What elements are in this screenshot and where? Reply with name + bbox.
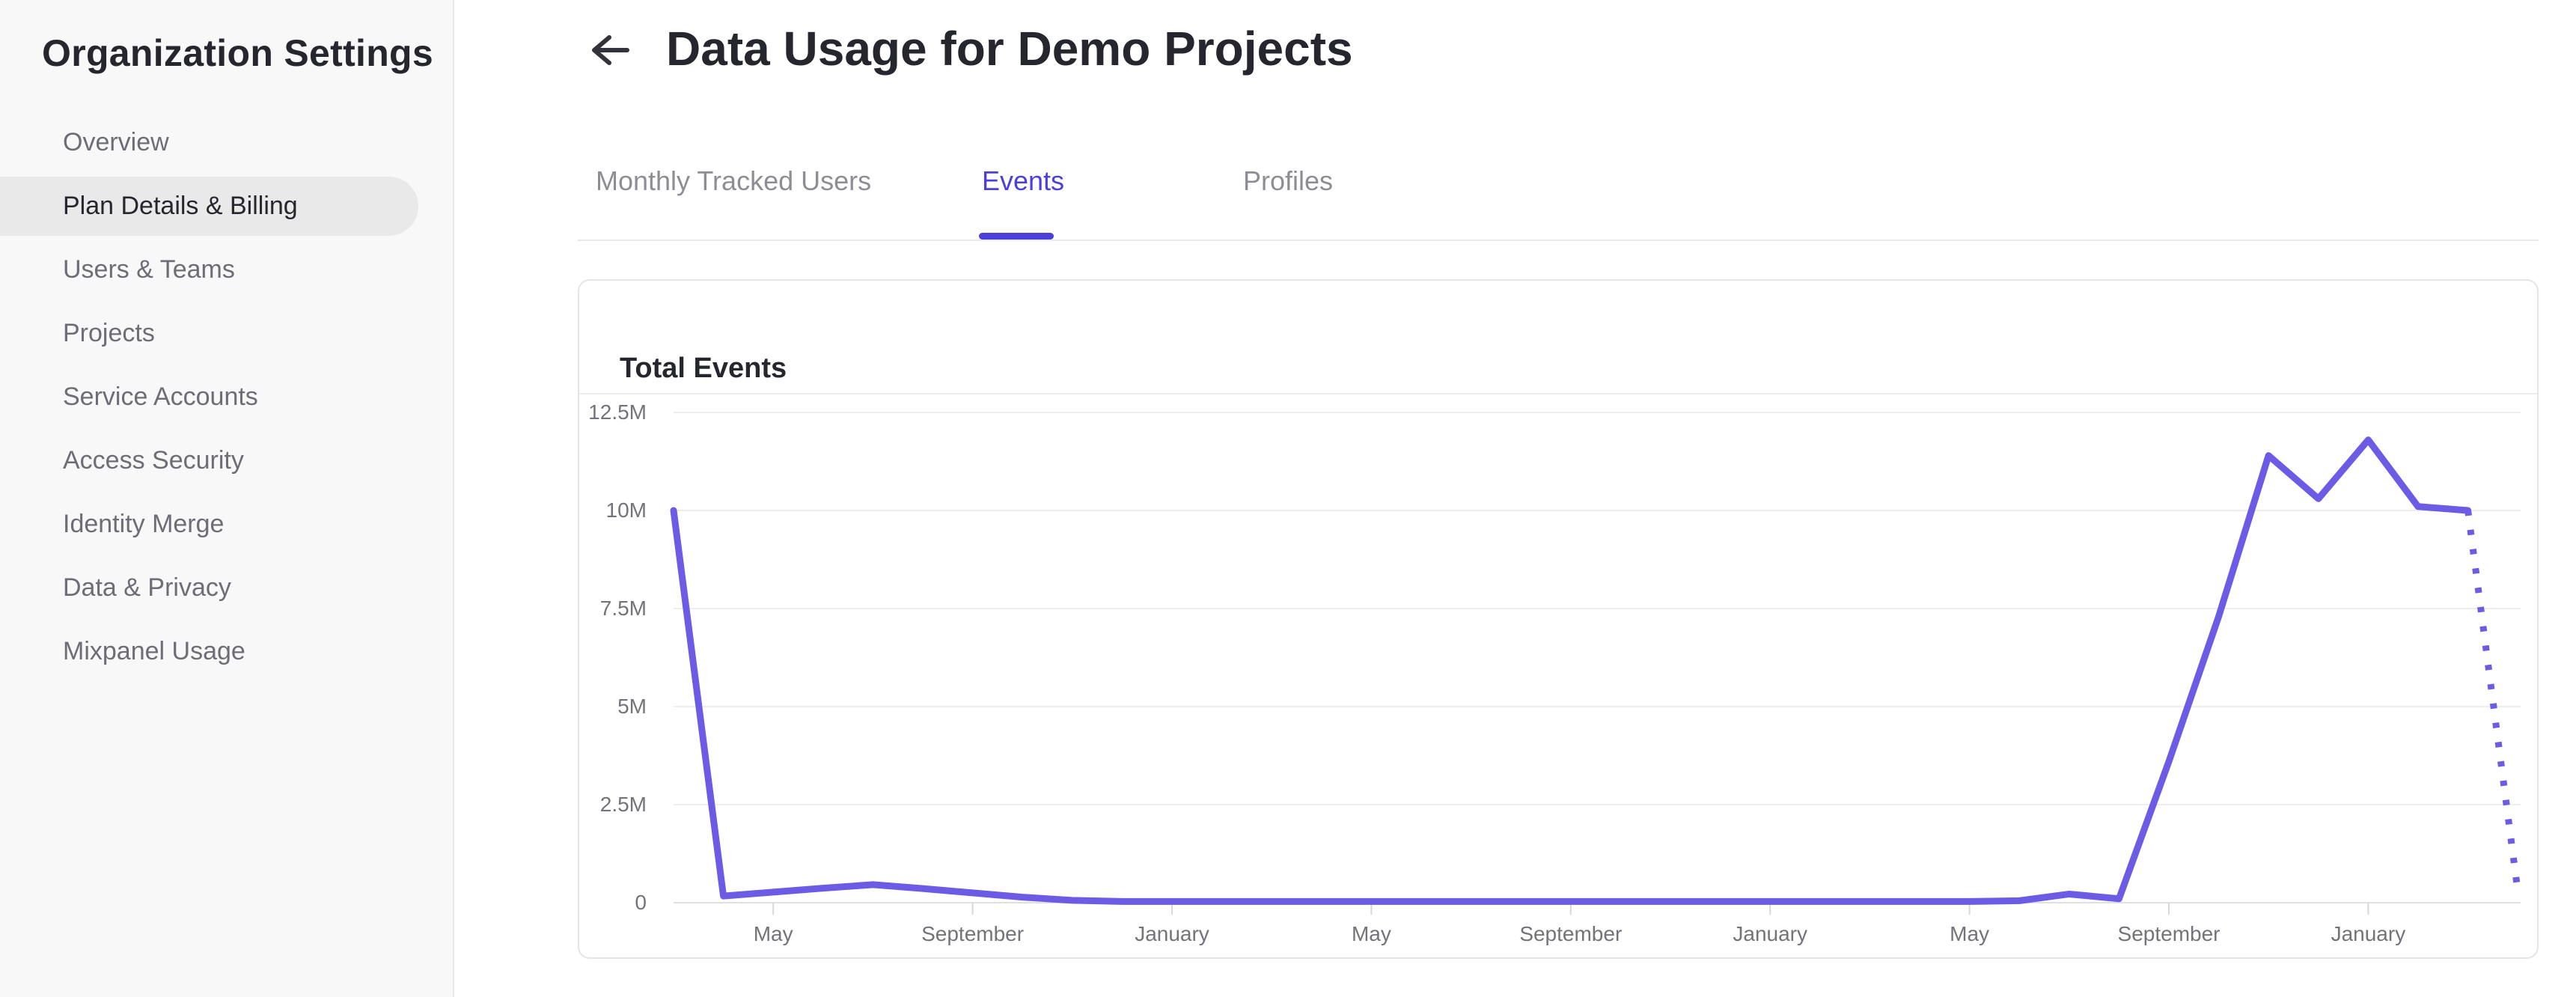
sidebar-item-overview[interactable]: Overview [63, 128, 169, 156]
y-axis-label: 7.5M [599, 597, 647, 620]
x-axis-label: September [2117, 922, 2221, 945]
active-tab-indicator [979, 233, 1054, 240]
x-axis-label: January [1733, 922, 1807, 945]
sidebar-item-service-accounts[interactable]: Service Accounts [63, 382, 258, 411]
x-axis-label: September [1519, 922, 1623, 945]
sidebar-item-plan-details-billing[interactable]: Plan Details & Billing [0, 174, 453, 238]
x-axis-label: May [1351, 922, 1391, 945]
tab-bar-border [578, 240, 2539, 241]
sidebar-item-identity-merge[interactable]: Identity Merge [63, 510, 225, 538]
sidebar-item-projects[interactable]: Projects [63, 319, 155, 347]
arrow-left-icon [592, 35, 629, 65]
x-axis-label: September [921, 922, 1025, 945]
x-axis-label: January [2331, 922, 2406, 945]
y-axis-label: 0 [635, 891, 647, 914]
total-events-card: Total Events [578, 279, 2539, 959]
page-title: Data Usage for Demo Projects [666, 22, 1353, 76]
back-button[interactable] [587, 31, 632, 69]
sidebar: Organization Settings Overview Plan Detai… [0, 0, 454, 997]
chart-title: Total Events [620, 353, 787, 384]
tab-profiles[interactable]: Profiles [1243, 165, 1334, 196]
y-axis-label: 5M [617, 695, 647, 718]
card-divider [579, 393, 2537, 394]
y-axis-label: 12.5M [588, 400, 647, 424]
sidebar-nav: Overview Plan Details & Billing Users & Te… [0, 111, 453, 683]
x-axis-label: May [753, 922, 793, 945]
tab-monthly-tracked-users[interactable]: Monthly Tracked Users [596, 165, 872, 196]
sidebar-item-access-security[interactable]: Access Security [63, 446, 244, 475]
sidebar-title: Organization Settings [42, 32, 433, 74]
y-axis-label: 2.5M [599, 793, 647, 816]
sidebar-item-data-privacy[interactable]: Data & Privacy [63, 573, 231, 602]
sidebar-item-users-teams[interactable]: Users & Teams [63, 255, 235, 284]
tab-events[interactable]: Events [982, 165, 1065, 196]
x-axis-label: May [1950, 922, 1990, 945]
x-axis-label: January [1135, 922, 1209, 945]
y-axis-label: 10M [605, 498, 647, 522]
sidebar-item-mixpanel-usage[interactable]: Mixpanel Usage [63, 637, 245, 665]
